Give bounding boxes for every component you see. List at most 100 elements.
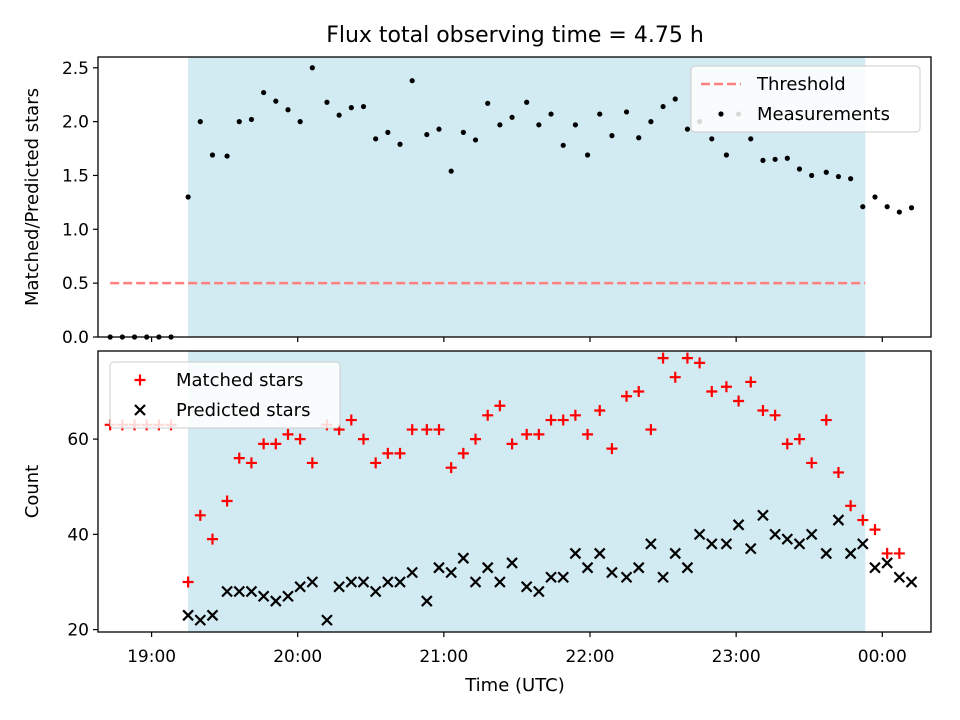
- matched-star-point: [694, 357, 706, 369]
- predicted-star-point: [282, 590, 294, 603]
- measurement-point: [684, 126, 691, 132]
- predicted-star-point: [793, 538, 806, 550]
- matched-star-point: [606, 443, 618, 455]
- predicted-star-point: [844, 547, 857, 560]
- y-axis-label: Matched/Predicted stars: [22, 88, 43, 306]
- matched-star-point: [421, 424, 433, 436]
- measurement-point: [560, 142, 566, 148]
- y-tick-label: 2.0: [62, 113, 89, 133]
- matched-star-point: [681, 352, 693, 364]
- legend-box: [109, 361, 341, 429]
- legend-label: Predicted stars: [176, 400, 310, 421]
- matched-star-point: [494, 400, 506, 412]
- measurement-point: [273, 98, 279, 104]
- measurement-point: [784, 155, 790, 161]
- legend-label: Measurements: [757, 104, 890, 125]
- predicted-star-point: [757, 509, 769, 522]
- measurement-point: [823, 169, 829, 175]
- measurement-point: [409, 78, 415, 84]
- matched-star-point: [845, 500, 857, 512]
- measurement-point: [796, 166, 803, 172]
- x-tick-label: 00:00: [858, 647, 907, 667]
- predicted-star-point: [406, 566, 418, 579]
- legend: Threshold Measurements: [690, 65, 921, 133]
- y-tick-label: 0.0: [62, 328, 89, 348]
- measurement-point: [548, 111, 554, 117]
- measurement-point: [809, 172, 815, 179]
- y-tick-label: 0.5: [62, 274, 89, 294]
- chart-title: Flux total observing time = 4.75 h: [326, 23, 704, 48]
- y-tick-label: 1.0: [62, 220, 89, 240]
- legend-matched-swatch: [134, 374, 146, 386]
- matched-star-point: [470, 433, 482, 445]
- measurement-point: [835, 173, 842, 180]
- measurement-point: [385, 129, 391, 135]
- predicted-star-point: [645, 538, 657, 550]
- predicted-star-point: [533, 585, 545, 598]
- measurement-point: [373, 136, 379, 142]
- y-axis-label: Count: [22, 465, 43, 518]
- matched-star-point: [382, 447, 394, 459]
- predicted-star-point: [769, 528, 781, 541]
- measurement-point: [197, 119, 203, 125]
- predicted-star-point: [494, 576, 506, 588]
- matched-star-point: [869, 524, 881, 536]
- axes-frame: [97, 350, 932, 633]
- x-tick-label: 21:00: [419, 647, 468, 667]
- measurement-point: [336, 112, 342, 118]
- measurement-point: [848, 176, 854, 182]
- predicted-star-point: [606, 566, 618, 579]
- predicted-star-point: [369, 585, 382, 598]
- predicted-star-point: [394, 576, 406, 588]
- predicted-star-point: [669, 547, 682, 560]
- predicted-star-point: [732, 519, 745, 531]
- predicted-star-point: [506, 557, 518, 569]
- measurement-point: [672, 96, 678, 102]
- measurement-point: [524, 99, 530, 105]
- matched-star-point: [245, 457, 257, 469]
- matched-star-point: [345, 414, 357, 426]
- matched-star-point: [706, 385, 718, 397]
- matched-star-point: [857, 514, 869, 526]
- predicted-star-point: [294, 580, 306, 593]
- predicted-star-point: [620, 571, 633, 584]
- measurement-point: [224, 153, 230, 159]
- matched-star-point: [482, 409, 494, 421]
- predicted-star-point: [357, 576, 370, 588]
- predicted-star-point: [182, 609, 194, 622]
- measurement-point: [509, 114, 515, 120]
- measurement-point: [636, 135, 642, 141]
- legend-label: Threshold: [756, 74, 846, 95]
- measurement-point: [623, 109, 630, 115]
- matched-star-point: [306, 457, 318, 469]
- y-tick-label: 40: [67, 525, 89, 545]
- measurement-point: [648, 119, 654, 125]
- predicted-star-point: [905, 576, 918, 588]
- predicted-star-point: [569, 547, 582, 560]
- y-tick-label: 2.5: [62, 59, 89, 79]
- measurement-point: [324, 99, 330, 105]
- matched-star-point: [533, 428, 545, 440]
- predicted-star-point: [781, 533, 794, 545]
- matched-star-point: [270, 438, 282, 450]
- matched-star-point: [633, 385, 645, 397]
- top-panel: 0.0 0.5 1.0 1.5 2.0 2.5 Matched/Predicted star…: [22, 56, 932, 348]
- measurement-point: [584, 152, 591, 158]
- legend-predicted-swatch: [134, 404, 146, 416]
- matched-star-point: [258, 438, 270, 450]
- measurement-point: [460, 129, 466, 135]
- predicted-star-point: [557, 571, 569, 584]
- matched-star-point: [445, 462, 457, 474]
- predicted-star-point: [820, 547, 833, 560]
- matched-star-point: [233, 452, 245, 464]
- matched-star-point: [733, 395, 745, 407]
- measurement-point: [485, 100, 491, 106]
- measurement-point: [297, 119, 303, 125]
- matched-star-point: [582, 428, 594, 440]
- legend-box: [690, 65, 921, 133]
- predicted-star-point: [581, 561, 594, 574]
- predicted-star-point: [681, 561, 694, 574]
- measurement-point: [424, 131, 430, 138]
- predicted-star-point: [693, 528, 706, 541]
